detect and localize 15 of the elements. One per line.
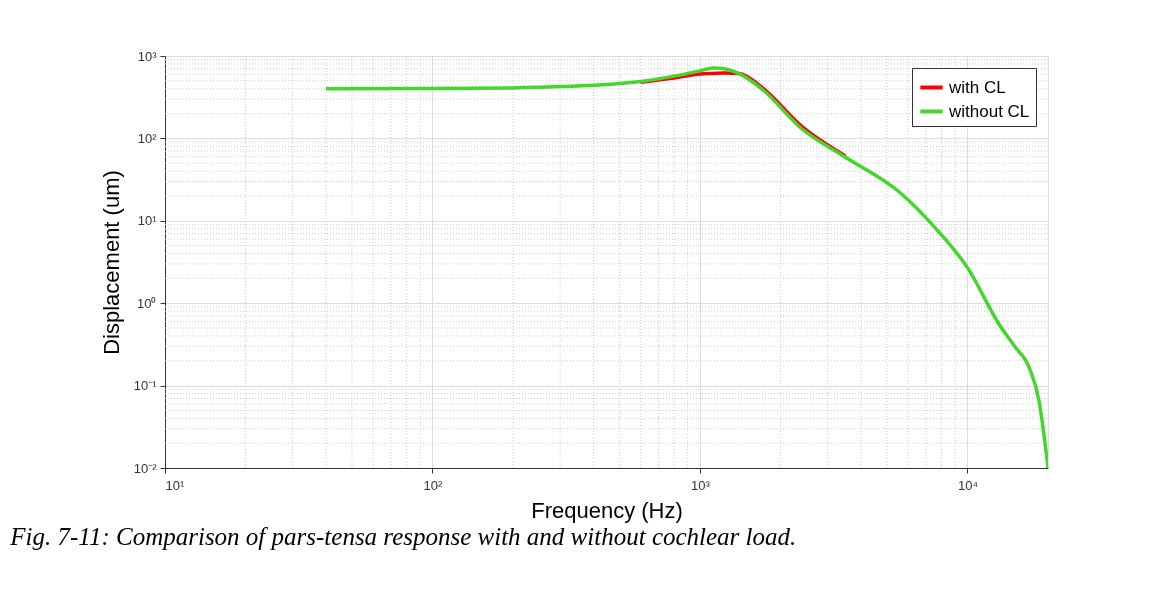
x-tick-label: 10³	[691, 477, 711, 493]
x-tick-label: 10¹	[165, 477, 185, 493]
y-tick-label: 10³	[137, 48, 158, 64]
y-tick-label: 10⁻²	[133, 460, 158, 476]
caption: Fig. 7-11: Comparison of pars-tensa response with and without cochlear load.	[9, 523, 797, 550]
y-axis-title: Displacement (um)	[98, 170, 124, 355]
legend-label: with CL	[948, 77, 1006, 97]
x-tick-label: 10²	[423, 477, 444, 493]
x-axis-title: Frequency (Hz)	[531, 497, 683, 523]
legend-label: without CL	[948, 101, 1030, 121]
y-tick-label: 10⁻¹	[133, 378, 158, 394]
y-tick-label: 10¹	[137, 213, 158, 229]
x-tick-label: 10⁴	[957, 477, 978, 493]
y-tick-label: 10⁰	[137, 295, 157, 311]
y-tick-label: 10²	[137, 130, 158, 146]
